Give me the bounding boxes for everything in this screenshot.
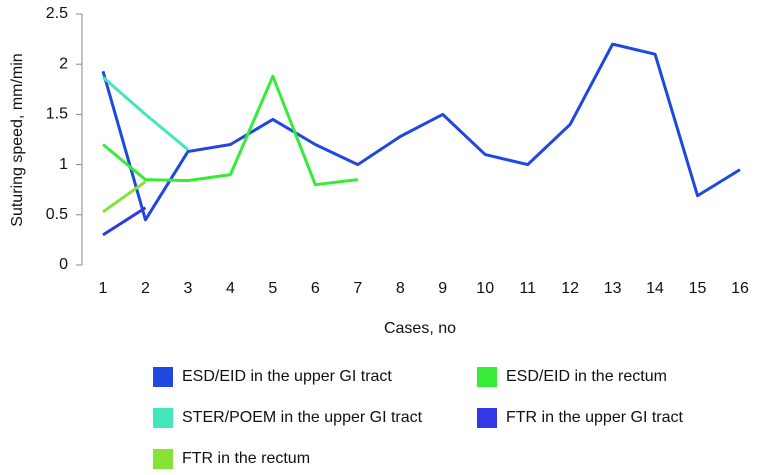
x-tick-label: 7 bbox=[353, 280, 362, 297]
y-tick-label: 2.5 bbox=[46, 5, 68, 22]
y-tick-label: 1 bbox=[59, 156, 68, 173]
series-line bbox=[102, 180, 147, 214]
legend-label: ESD/EID in the upper GI tract bbox=[182, 368, 392, 385]
y-tick-label: 0.5 bbox=[46, 206, 68, 223]
x-tick-label: 2 bbox=[141, 280, 150, 297]
x-tick-label: 10 bbox=[476, 280, 494, 297]
series-line bbox=[101, 42, 741, 222]
series-line bbox=[102, 74, 358, 187]
x-tick-label: 9 bbox=[438, 280, 447, 297]
x-tick-label: 13 bbox=[604, 280, 622, 297]
y-axis-title: Suturing speed, mm/min bbox=[9, 53, 26, 226]
y-tick-label: 0 bbox=[59, 256, 68, 273]
y-tick-label: 2 bbox=[59, 55, 68, 72]
legend-swatch bbox=[153, 449, 173, 469]
legend-label: FTR in the rectum bbox=[182, 450, 310, 467]
x-tick-label: 4 bbox=[226, 280, 235, 297]
legend-label: FTR in the upper GI tract bbox=[506, 409, 684, 426]
x-tick-label: 12 bbox=[561, 280, 579, 297]
y-tick-label: 1.5 bbox=[46, 106, 68, 123]
x-tick-label: 8 bbox=[396, 280, 405, 297]
x-axis-title: Cases, no bbox=[384, 320, 456, 337]
legend-label: STER/POEM in the upper GI tract bbox=[182, 409, 423, 426]
legend-swatch bbox=[153, 367, 173, 387]
x-tick-label: 1 bbox=[99, 280, 108, 297]
x-tick-label: 5 bbox=[268, 280, 277, 297]
x-tick-label: 11 bbox=[519, 280, 536, 297]
x-tick-label: 6 bbox=[311, 280, 320, 297]
legend-swatch bbox=[153, 408, 173, 428]
series-line bbox=[102, 76, 189, 151]
legend-label: ESD/EID in the rectum bbox=[506, 368, 667, 385]
series-line bbox=[102, 206, 147, 237]
x-tick-label: 16 bbox=[731, 280, 749, 297]
legend-swatch bbox=[477, 408, 497, 428]
x-tick-label: 15 bbox=[689, 280, 707, 297]
x-tick-label: 3 bbox=[183, 280, 192, 297]
legend-swatch bbox=[477, 367, 497, 387]
x-tick-label: 14 bbox=[646, 280, 664, 297]
